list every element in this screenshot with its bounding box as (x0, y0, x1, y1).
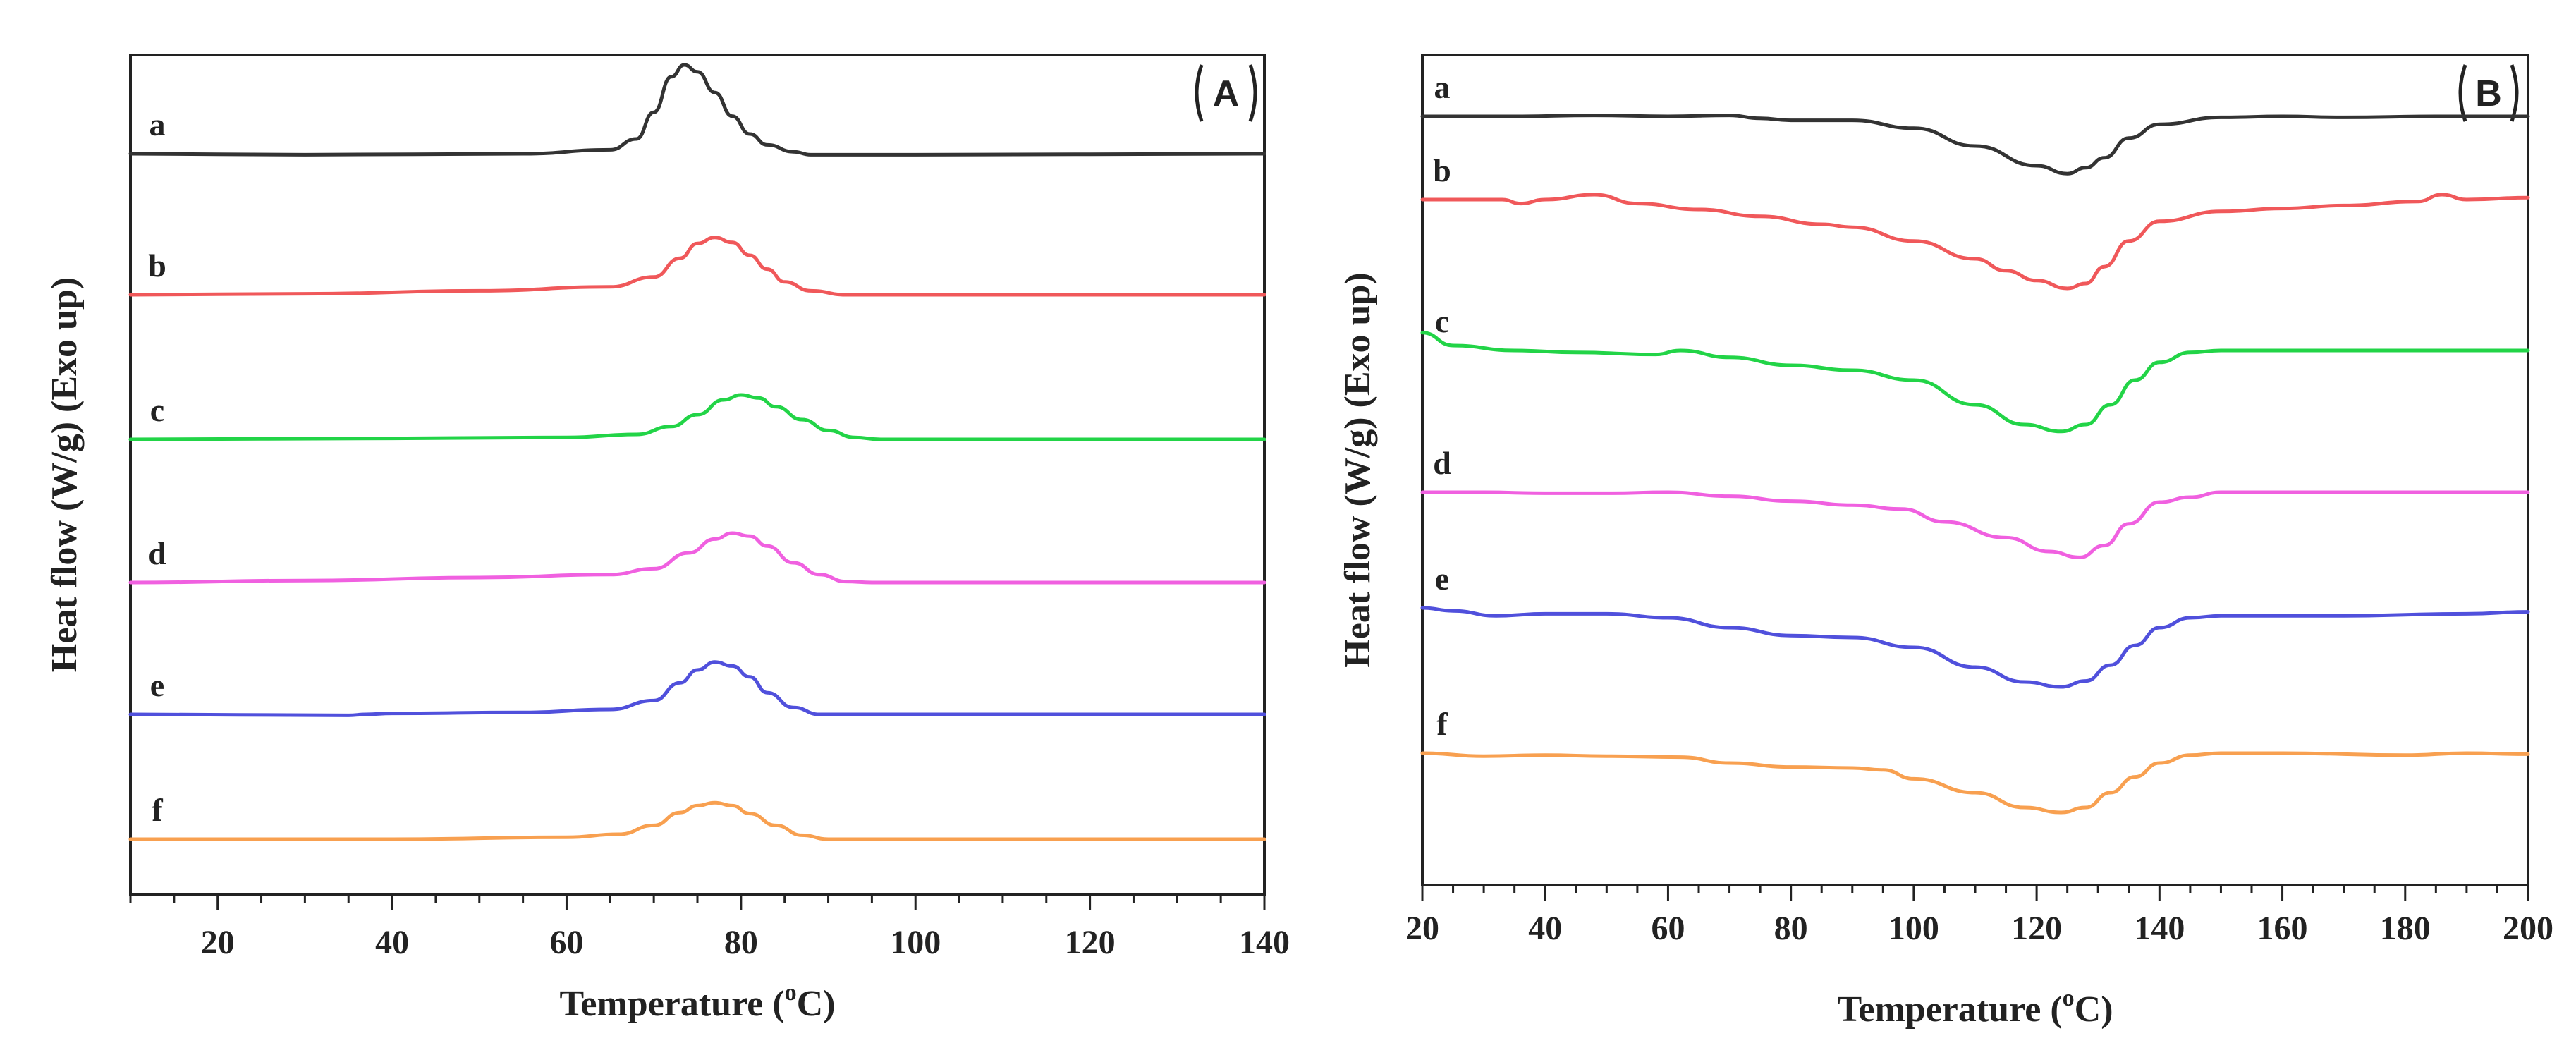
x-axis-title: Temperature (oC) (559, 980, 835, 1024)
x-tick-label: 60 (549, 924, 583, 961)
panel-label: B (2475, 73, 2502, 114)
x-tick-label: 120 (2011, 910, 2062, 947)
plot-frame (129, 54, 1266, 896)
series-line-a (128, 63, 1266, 157)
series-label-c: c (1435, 303, 1449, 339)
series-label-a: a (1434, 69, 1451, 105)
panel-a-chart: 20 40 60 80 100 120 140 Temperature (oC) Heat fl… (44, 54, 1290, 1024)
panel-label-open-bracket (1195, 64, 1204, 122)
x-axis-title: Temperature (oC) (1837, 985, 2113, 1030)
series-label-e: e (1435, 561, 1449, 597)
panel-label: A (1213, 73, 1240, 114)
series-line-a (1420, 114, 2530, 176)
x-tick-label: 40 (1528, 910, 1562, 947)
series-label-b: b (1433, 152, 1451, 188)
series-line-c (1420, 331, 2530, 434)
series-line-f (128, 800, 1266, 841)
x-tick-label: 100 (890, 924, 941, 961)
x-tick-label: 40 (375, 924, 409, 961)
x-tick-label: 80 (724, 924, 758, 961)
x-tick-label: 20 (201, 924, 235, 961)
x-tick-label: 140 (1239, 924, 1290, 961)
series-line-d (1420, 490, 2530, 559)
series-line-d (128, 531, 1266, 585)
x-tick-label: 140 (2134, 910, 2185, 947)
series-line-c (128, 393, 1266, 441)
x-tick-label: 160 (2257, 910, 2308, 947)
series-label-d: d (148, 535, 166, 571)
x-tick-label: 20 (1405, 910, 1439, 947)
y-axis-title: Heat flow (W/g) (Exo up) (1338, 272, 1378, 667)
series-label-f: f (152, 792, 163, 828)
plot-frame (1421, 54, 2529, 886)
series-label-f: f (1436, 706, 1448, 742)
x-tick-label: 80 (1774, 910, 1808, 947)
series-line-e (1420, 606, 2530, 689)
panel-label-close-bracket (2510, 64, 2519, 122)
panel-b-chart: 20 40 60 80 100 120 140 160 180 200 Temperature (o… (1338, 54, 2553, 1030)
x-tick-label: 100 (1888, 910, 1939, 947)
x-tick-label: 200 (2503, 910, 2553, 947)
x-tick-label: 180 (2380, 910, 2431, 947)
series-line-b (1420, 193, 2530, 291)
panel-label-open-bracket (2458, 64, 2467, 122)
series-label-d: d (1433, 445, 1451, 481)
series-label-e: e (150, 667, 164, 703)
series-label-a: a (149, 106, 166, 142)
y-axis-title: Heat flow (W/g) (Exo up) (44, 277, 85, 672)
x-tick-label: 120 (1065, 924, 1116, 961)
x-tick-label: 60 (1651, 910, 1685, 947)
series-line-b (128, 236, 1266, 297)
series-line-f (1420, 751, 2530, 815)
panel-label-close-bracket (1248, 64, 1257, 122)
series-label-b: b (148, 248, 166, 283)
series-label-c: c (150, 392, 164, 428)
series-line-e (128, 660, 1266, 717)
